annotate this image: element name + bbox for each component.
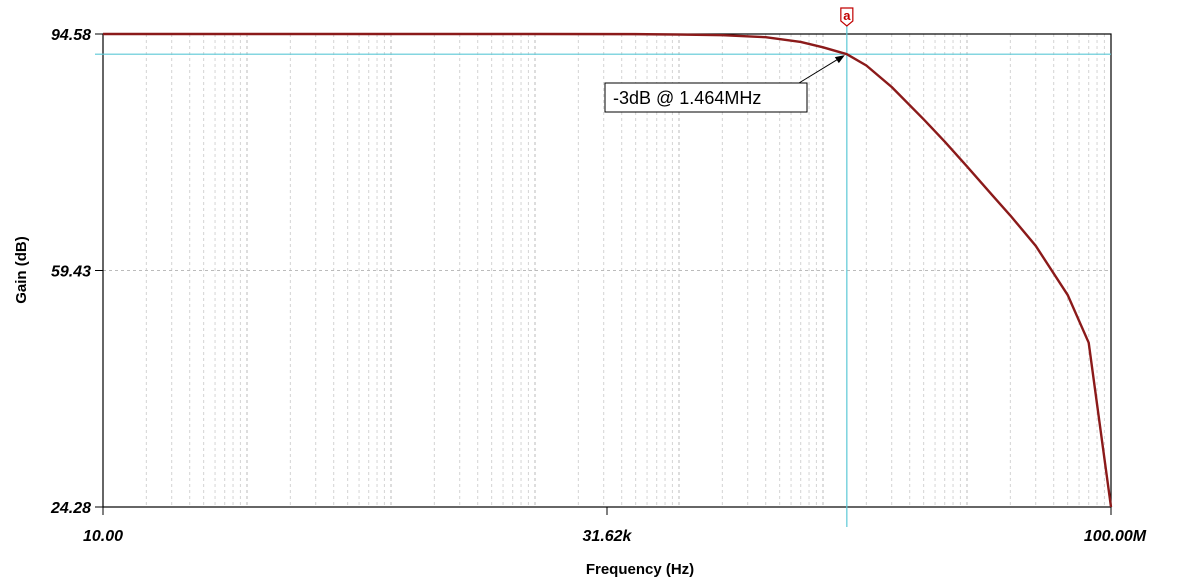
y-tick-label: 59.43 <box>51 264 91 281</box>
cursor[interactable]: a <box>95 7 1111 527</box>
cursor-marker: a <box>840 7 854 27</box>
y-tick-label: 24.28 <box>50 500 91 517</box>
series-layer <box>103 32 1113 508</box>
x-axis-label: Frequency (Hz) <box>586 561 694 578</box>
cursor-marker-flag <box>840 7 854 27</box>
y-tick-label: 94.58 <box>51 27 91 44</box>
cursor-marker-label: a <box>843 8 851 23</box>
tick-labels: 24.28 59.43 94.58 10.00 31.62k 100.00M <box>50 27 1147 545</box>
x-tick-label: 31.62k <box>583 528 633 545</box>
x-tick-label: 10.00 <box>83 528 123 545</box>
cursor-annotation: -3dB @ 1.464MHz <box>604 55 845 113</box>
x-tick-label: 100.00M <box>1084 528 1147 545</box>
annotation-arrow <box>798 55 844 84</box>
annotation-arrowhead <box>834 55 845 64</box>
gain-curve <box>103 32 1113 508</box>
grid <box>103 34 1111 507</box>
annotation-text: -3dB @ 1.464MHz <box>613 88 761 108</box>
y-axis-label: Gain (dB) <box>13 236 30 304</box>
annotation-box <box>604 82 808 113</box>
